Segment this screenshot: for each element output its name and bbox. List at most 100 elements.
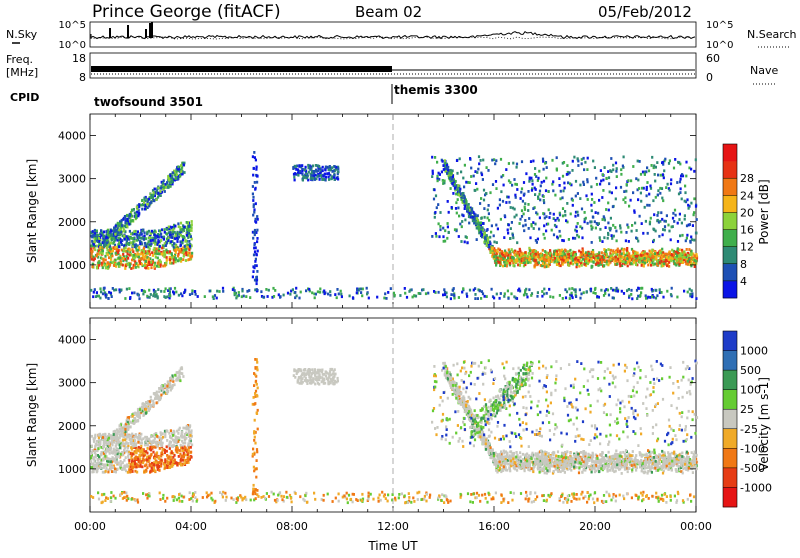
- echo-cell: [561, 196, 563, 199]
- echo-cell: [366, 293, 368, 296]
- echo-cell: [111, 295, 113, 298]
- echo-cell: [113, 226, 115, 229]
- echo-cell: [552, 180, 554, 183]
- echo-cell: [537, 196, 539, 199]
- echo-cell: [663, 262, 665, 265]
- echo-cell: [511, 259, 513, 262]
- echo-cell: [482, 222, 484, 225]
- nsearch-tick-bottom: 10^0: [706, 40, 733, 51]
- echo-cell: [554, 224, 556, 227]
- echo-cell: [535, 250, 537, 253]
- echo-cell: [591, 198, 593, 201]
- echo-cell: [592, 291, 594, 294]
- echo-cell: [604, 292, 606, 295]
- echo-cell: [252, 199, 254, 202]
- echo-cell: [255, 168, 257, 171]
- echo-cell: [390, 287, 392, 290]
- echo-cell: [299, 170, 301, 173]
- echo-cell: [619, 224, 621, 227]
- echo-cell: [444, 240, 446, 243]
- echo-cell: [178, 294, 180, 297]
- power-ylabel: Slant Range [km]: [25, 159, 39, 263]
- echo-cell: [686, 234, 688, 237]
- echo-cell: [553, 250, 555, 253]
- echo-cell: [175, 177, 177, 180]
- freq-label-2: [MHz]: [6, 66, 38, 79]
- echo-cell: [594, 166, 596, 169]
- echo-cell: [582, 258, 584, 261]
- echo-cell: [583, 183, 585, 186]
- echo-cell: [117, 222, 119, 225]
- echo-cell: [576, 266, 578, 269]
- echo-cell: [581, 253, 583, 256]
- echo-cell: [103, 231, 105, 234]
- echo-cell: [625, 190, 627, 193]
- echo-cell: [497, 251, 499, 254]
- echo-cell: [442, 164, 444, 167]
- echo-cell: [649, 223, 651, 226]
- echo-cell: [524, 208, 526, 211]
- echo-cell: [567, 253, 569, 256]
- echo-cell: [670, 238, 672, 241]
- echo-cell: [455, 193, 457, 196]
- echo-cell: [135, 243, 137, 246]
- echo-cell: [558, 259, 560, 262]
- echo-cell: [94, 445, 96, 448]
- echo-cell: [97, 467, 99, 470]
- echo-cell: [90, 248, 92, 251]
- echo-cell: [157, 257, 159, 260]
- echo-cell: [650, 217, 652, 220]
- echo-cell: [169, 290, 171, 293]
- echo-cell: [134, 212, 136, 215]
- echo-cell: [607, 233, 609, 236]
- echo-cell: [496, 241, 498, 244]
- echo-cell: [483, 189, 485, 192]
- echo-cell: [590, 290, 592, 293]
- echo-cell: [109, 263, 111, 266]
- echo-cell: [489, 191, 491, 194]
- echo-cell: [507, 232, 509, 235]
- echo-cell: [305, 173, 307, 176]
- echo-cell: [287, 292, 289, 295]
- echo-cell: [597, 262, 599, 265]
- echo-cell: [267, 295, 269, 298]
- echo-cell: [427, 292, 429, 295]
- echo-cell: [462, 287, 464, 290]
- echo-cell: [588, 252, 590, 255]
- echo-cell: [559, 294, 561, 297]
- echo-cell: [521, 215, 523, 218]
- echo-cell: [100, 229, 102, 232]
- echo-cell: [620, 231, 622, 234]
- echo-cell: [486, 229, 488, 232]
- echo-cell: [126, 218, 128, 221]
- echo-cell: [605, 226, 607, 229]
- echo-cell: [573, 156, 575, 159]
- nsky-label: N.Sky: [6, 28, 38, 41]
- echo-cell: [101, 232, 103, 235]
- echo-cell: [422, 288, 424, 291]
- echo-cell: [644, 257, 646, 260]
- echo-cell: [188, 258, 190, 261]
- echo-cell: [159, 230, 161, 233]
- echo-cell: [696, 218, 698, 221]
- echo-cell: [507, 257, 509, 260]
- echo-cell: [300, 291, 302, 294]
- echo-cell: [619, 227, 621, 230]
- echo-cell: [677, 161, 679, 164]
- echo-cell: [92, 230, 94, 233]
- echo-cell: [476, 238, 478, 241]
- echo-cell: [656, 161, 658, 164]
- echo-cell: [662, 173, 664, 176]
- echo-cell: [412, 296, 414, 299]
- echo-cell: [188, 240, 190, 243]
- echo-cell: [507, 229, 509, 232]
- echo-cell: [449, 169, 451, 172]
- echo-cell: [612, 224, 614, 227]
- echo-cell: [668, 252, 670, 255]
- cpid-mode-2: themis 3300: [394, 83, 478, 97]
- echo-cell: [626, 224, 628, 227]
- echo-cell: [478, 226, 480, 229]
- echo-cell: [146, 466, 148, 469]
- echo-cell: [91, 250, 93, 253]
- echo-cell: [303, 175, 305, 178]
